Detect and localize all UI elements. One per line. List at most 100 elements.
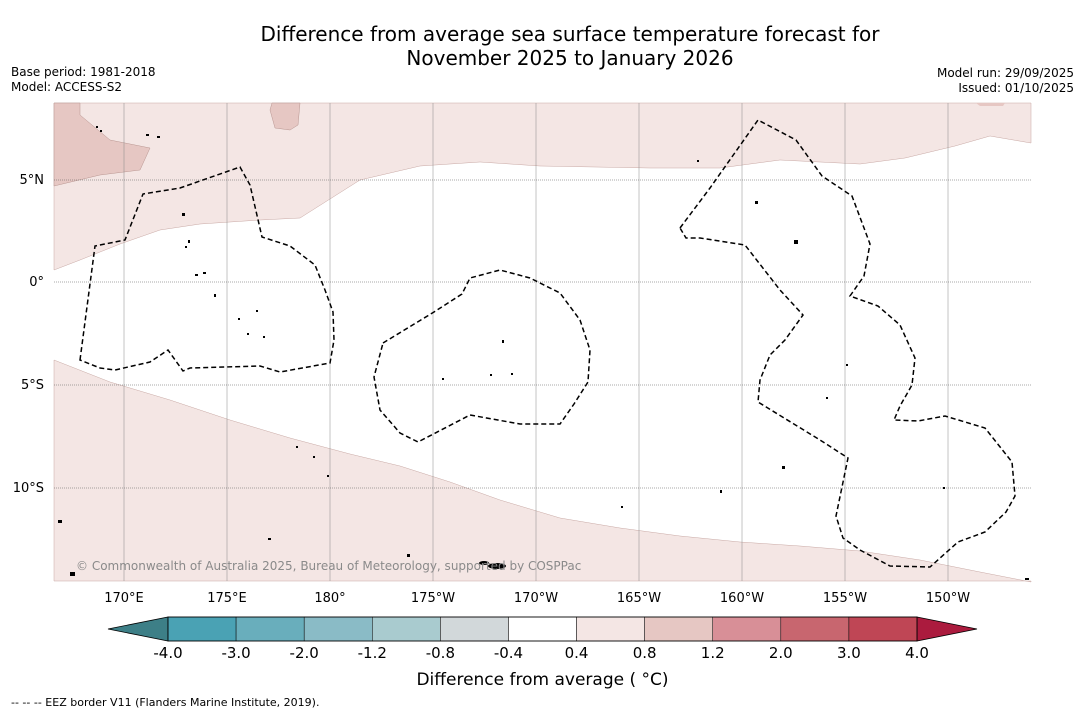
colorbar-segment	[167, 616, 237, 642]
eez-borders	[79, 119, 1016, 568]
colorbar-segment	[576, 616, 645, 642]
lon-labels: 170°E 175°E 180° 175°W 170°W 165°W 160°W…	[104, 591, 970, 606]
island	[203, 272, 206, 274]
island	[502, 340, 504, 343]
colorbar-segment	[372, 616, 441, 642]
colorbar-tick-label: -0.4	[494, 644, 523, 662]
colorbar-tick-label: -4.0	[153, 644, 182, 662]
anomaly-band-north	[53, 102, 1032, 271]
island	[782, 466, 785, 469]
colorbar-segment	[712, 616, 782, 642]
model-name: Model: ACCESS-S2	[11, 80, 123, 94]
island	[146, 134, 149, 136]
island-samoa	[488, 563, 506, 569]
island	[697, 160, 699, 162]
lon-label: 175°E	[207, 591, 247, 606]
colorbar-segment	[440, 616, 509, 642]
lat-label: 5°N	[20, 173, 45, 188]
island	[268, 538, 271, 540]
colorbar-tick-label: -2.0	[290, 644, 319, 662]
island	[826, 397, 828, 399]
copyright-text: © Commonwealth of Australia 2025, Bureau…	[76, 559, 581, 573]
parallels	[54, 179, 1031, 489]
meta-left: Base period: 1981-2018 Model: ACCESS-S2	[11, 65, 156, 95]
colorbar-tick-label: -1.2	[358, 644, 387, 662]
island	[238, 318, 240, 320]
island	[157, 136, 160, 138]
lon-label: 180°	[314, 591, 345, 606]
lon-label: 175°W	[411, 591, 455, 606]
colorbar-segments	[167, 616, 918, 642]
model-run: Model run: 29/09/2025	[936, 66, 1074, 80]
colorbar-segment	[303, 616, 373, 642]
island	[195, 274, 198, 276]
anomaly-band-south	[53, 359, 1032, 583]
colorbar-tick-label: 0.4	[565, 644, 589, 662]
title-line-2: November 2025 to January 2026	[406, 46, 734, 70]
lon-label: 155°W	[823, 591, 867, 606]
island	[1025, 578, 1029, 580]
eez-kiribati-gilbert	[79, 166, 335, 373]
lat-label: 5°S	[21, 378, 44, 393]
colorbar-tick-label: -0.8	[426, 644, 455, 662]
island	[943, 487, 945, 489]
base-period: Base period: 1981-2018	[11, 65, 156, 79]
eez-footnote: -- -- -- EEZ border V11 (Flanders Marine…	[11, 696, 320, 709]
lon-label: 150°W	[926, 591, 970, 606]
island	[58, 520, 62, 523]
colorbar-tick-label: 1.2	[701, 644, 725, 662]
lon-label: 170°E	[104, 591, 144, 606]
lat-labels: 5°N 0° 5°S 10°S	[13, 173, 44, 496]
lat-label: 0°	[29, 275, 44, 290]
anomaly-patch-north	[269, 102, 301, 131]
meta-right: Model run: 29/09/2025 Issued: 01/10/2025	[937, 66, 1074, 96]
colorbar-segment	[780, 616, 850, 642]
island	[182, 213, 185, 216]
island	[621, 506, 623, 508]
island	[327, 475, 329, 477]
island	[256, 310, 258, 312]
island	[794, 240, 798, 244]
island	[185, 246, 187, 248]
island	[720, 490, 722, 493]
colorbar-frame	[167, 616, 918, 642]
anomaly-patch-northeast	[976, 103, 1005, 106]
title-line-1: Difference from average sea surface temp…	[260, 22, 880, 46]
colorbar-tick-label: -3.0	[221, 644, 250, 662]
island	[296, 446, 298, 448]
lon-label: 170°W	[514, 591, 558, 606]
island	[755, 201, 758, 204]
colorbar-ticks: -4.0 -3.0 -2.0 -1.2 -0.8 -0.4 0.4 0.8 1.2 2.0 3.0 4…	[153, 644, 929, 662]
graticule	[123, 103, 949, 581]
island	[407, 554, 410, 557]
island	[247, 333, 249, 335]
lon-label: 160°W	[720, 591, 764, 606]
island	[511, 373, 513, 375]
islands	[58, 126, 1029, 580]
colorbar-tick-label: 4.0	[905, 644, 929, 662]
island	[100, 130, 102, 132]
island	[490, 374, 492, 376]
island	[214, 294, 216, 297]
colorbar-segment	[235, 616, 305, 642]
island	[846, 364, 848, 366]
colorbar-title: Difference from average ( °C)	[416, 670, 669, 690]
island	[442, 378, 444, 380]
colorbar-over-arrow	[916, 616, 978, 642]
island	[188, 240, 190, 243]
map-title: Difference from average sea surface temp…	[170, 22, 970, 70]
colorbar-segment	[508, 616, 577, 642]
island	[96, 126, 98, 128]
colorbar-tick-label: 3.0	[837, 644, 861, 662]
eez-kiribati-phoenix	[373, 269, 591, 443]
island-samoa-west	[479, 561, 489, 565]
lon-label: 165°W	[617, 591, 661, 606]
colorbar-under-arrow	[107, 616, 169, 642]
colorbar-segment	[644, 616, 713, 642]
colorbar: -4.0 -3.0 -2.0 -1.2 -0.8 -0.4 0.4 0.8 1.2 2.0 3.0 4…	[107, 616, 978, 662]
colorbar-tick-label: 2.0	[769, 644, 793, 662]
anomaly-patch-northwest	[53, 102, 151, 187]
colorbar-segment	[848, 616, 918, 642]
eez-kiribati-line	[679, 119, 1016, 568]
